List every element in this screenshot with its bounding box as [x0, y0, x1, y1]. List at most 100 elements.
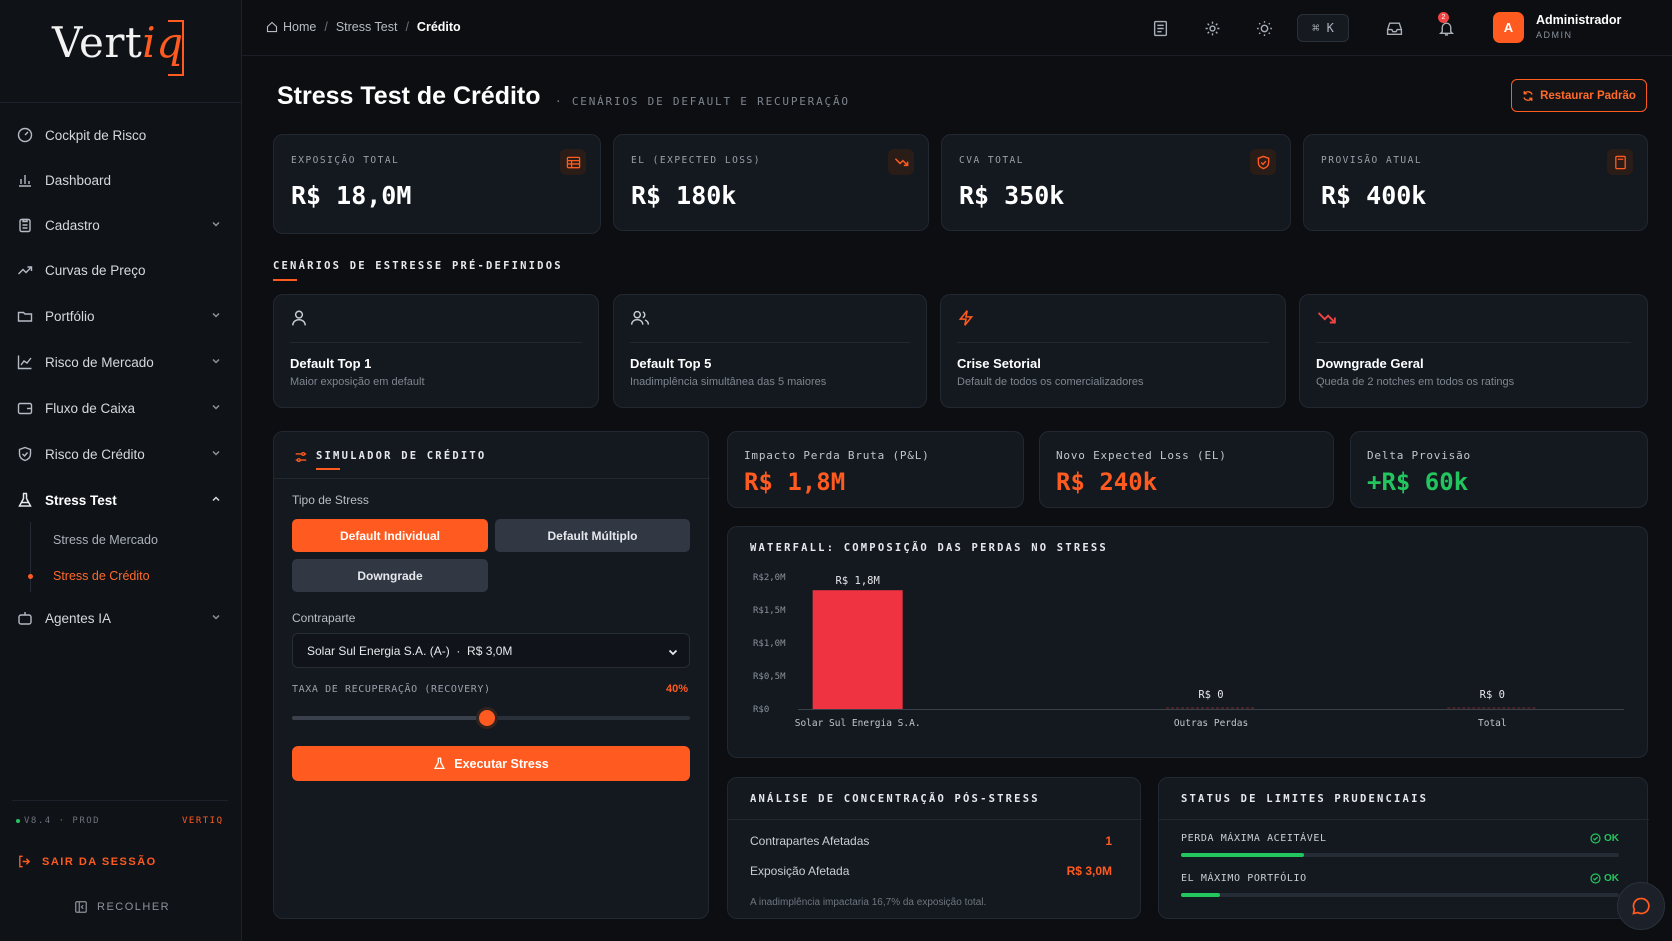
slider-fill	[292, 716, 488, 720]
inbox-button[interactable]	[1382, 16, 1406, 40]
kpi-card-cva: CVA TOTAL R$ 350k	[941, 134, 1291, 231]
logout-button[interactable]: SAIR DA SESSÃO	[17, 854, 157, 869]
scenario-card-crise-setorial[interactable]: Crise Setorial Default de todos os comer…	[940, 294, 1286, 408]
kpi-label: EL (EXPECTED LOSS)	[631, 155, 761, 166]
page-subtitle: · CENÁRIOS DE DEFAULT E RECUPERAÇÃO	[555, 95, 850, 108]
limit-status: OK	[1590, 833, 1619, 844]
shield-icon	[16, 445, 34, 463]
scenario-desc: Maior exposição em default	[290, 376, 425, 388]
counterparty-select[interactable]: Solar Sul Energia S.A. (A-) · R$ 3,0M	[292, 633, 690, 668]
sidebar-item-label: Cadastro	[45, 217, 100, 233]
avatar[interactable]: A	[1493, 12, 1524, 43]
scenario-card-downgrade-geral[interactable]: Downgrade Geral Queda de 2 notches em to…	[1299, 294, 1648, 408]
concentration-row-label: Exposição Afetada	[750, 864, 850, 878]
impact-value: R$ 240k	[1056, 468, 1158, 496]
simulator-title: SIMULADOR DE CRÉDITO	[316, 450, 487, 462]
waterfall-chart-card: WATERFALL: COMPOSIÇÃO DAS PERDAS NO STRE…	[727, 526, 1648, 758]
sidebar-item-risco-mercado[interactable]: Risco de Mercado	[16, 345, 226, 379]
concentration-divider	[728, 819, 1142, 820]
limit-progress-fill	[1181, 853, 1304, 857]
user-name[interactable]: Administrador	[1536, 13, 1622, 27]
command-palette-button[interactable]: ⌘ K	[1297, 14, 1349, 42]
breadcrumb-home[interactable]: Home	[283, 20, 317, 34]
impact-card-delta-provisao: Delta Provisão +R$ 60k	[1350, 431, 1648, 508]
trend-up-icon	[16, 261, 34, 279]
scenario-desc: Default de todos os comercializadores	[957, 376, 1144, 388]
concentration-title: ANÁLISE DE CONCENTRAÇÃO PÓS-STRESS	[750, 793, 1040, 805]
scenario-title: Crise Setorial	[957, 356, 1041, 371]
kpi-value: R$ 400k	[1321, 181, 1427, 210]
sidebar-item-label: Stress Test	[45, 492, 117, 508]
users-icon	[630, 310, 650, 325]
run-stress-button[interactable]: Executar Stress	[292, 746, 690, 781]
restore-default-button[interactable]: Restaurar Padrão	[1511, 79, 1647, 112]
breadcrumb-stress-test[interactable]: Stress Test	[335, 20, 398, 34]
sidebar-item-cadastro[interactable]: Cadastro	[16, 208, 226, 242]
impact-value: R$ 1,8M	[744, 468, 846, 496]
settings-button[interactable]	[1200, 16, 1224, 40]
user-icon	[292, 310, 306, 326]
notification-badge: 2	[1438, 12, 1449, 23]
recovery-slider[interactable]	[292, 710, 690, 726]
credit-simulator-panel: SIMULADOR DE CRÉDITO	[273, 431, 710, 919]
scenario-desc: Queda de 2 notches em todos os ratings	[1316, 376, 1515, 388]
sidebar-divider	[0, 102, 242, 103]
stress-type-default-individual[interactable]: Default Individual	[292, 519, 488, 552]
scenario-card-default-top1[interactable]: Default Top 1 Maior exposição em default	[273, 294, 599, 408]
section-underline	[316, 468, 340, 470]
sidebar-item-label: Cockpit de Risco	[45, 127, 147, 143]
bar-chart-icon	[16, 171, 34, 189]
page-title: Stress Test de Crédito	[277, 82, 541, 110]
scenario-divider	[1316, 342, 1631, 343]
chat-button[interactable]	[1617, 882, 1665, 930]
sidebar-item-stress-test[interactable]: Stress Test	[16, 483, 226, 517]
sidebar-item-label: Agentes IA	[45, 610, 112, 626]
active-indicator	[28, 574, 33, 579]
scenario-card-default-top5[interactable]: Default Top 5 Inadimplência simultânea d…	[613, 294, 927, 408]
document-icon	[1153, 20, 1167, 36]
limit-progress-fill	[1181, 893, 1221, 897]
version-label: V8.4 · PROD	[16, 816, 100, 826]
chart-title: WATERFALL: COMPOSIÇÃO DAS PERDAS NO STRE…	[750, 542, 1108, 554]
sidebar-item-portfolio[interactable]: Portfólio	[16, 299, 226, 333]
scenario-divider	[290, 342, 582, 343]
brand-label: VERTIQ	[182, 816, 224, 826]
concentration-row-value: 1	[1105, 834, 1112, 848]
shield-icon	[1250, 149, 1276, 175]
sidebar-item-agentes-ia[interactable]: Agentes IA	[16, 601, 226, 635]
sidebar-item-risco-credito[interactable]: Risco de Crédito	[16, 437, 226, 471]
sidebar-item-fluxo-caixa[interactable]: Fluxo de Caixa	[16, 391, 226, 425]
slider-thumb[interactable]	[479, 710, 496, 726]
impact-label: Novo Expected Loss (EL)	[1056, 449, 1227, 462]
chart-bar	[812, 590, 903, 709]
theme-toggle[interactable]	[1252, 16, 1276, 40]
gear-icon	[1205, 21, 1219, 35]
stress-type-downgrade[interactable]: Downgrade	[292, 559, 488, 592]
limits-title: STATUS DE LIMITES PRUDENCIAIS	[1181, 793, 1429, 805]
chevron-down-icon	[212, 221, 220, 227]
kpi-label: CVA TOTAL	[959, 155, 1024, 166]
check-circle-icon	[1590, 833, 1601, 844]
chevron-down-icon	[212, 614, 220, 620]
limits-divider	[1159, 819, 1649, 820]
notifications-button[interactable]	[1434, 16, 1458, 40]
sidebar-subitem-stress-credito[interactable]: Stress de Crédito	[53, 569, 150, 583]
sidebar-item-dashboard[interactable]: Dashboard	[16, 163, 226, 197]
sidebar-item-label: Dashboard	[45, 172, 112, 188]
stress-type-default-multiplo[interactable]: Default Múltiplo	[495, 519, 690, 552]
docs-button[interactable]	[1148, 16, 1172, 40]
simulator-divider	[274, 478, 710, 479]
y-tick-label: R$1,5M	[753, 606, 786, 616]
home-icon	[266, 21, 278, 33]
app-logo[interactable]: Vertiq	[52, 18, 184, 67]
sidebar-item-cockpit[interactable]: Cockpit de Risco	[16, 118, 226, 152]
counterparty-value: Solar Sul Energia S.A. (A-) · R$ 3,0M	[307, 643, 513, 658]
gauge-icon	[16, 126, 34, 144]
sidebar-item-curvas[interactable]: Curvas de Preço	[16, 253, 226, 287]
collapse-sidebar-button[interactable]: RECOLHER	[74, 900, 170, 914]
sidebar-item-label: Risco de Crédito	[45, 446, 145, 462]
y-tick-label: R$0	[753, 705, 769, 715]
chevron-down-icon	[668, 649, 678, 656]
kpi-value: R$ 350k	[959, 181, 1065, 210]
sidebar-subitem-stress-mercado[interactable]: Stress de Mercado	[53, 533, 158, 547]
